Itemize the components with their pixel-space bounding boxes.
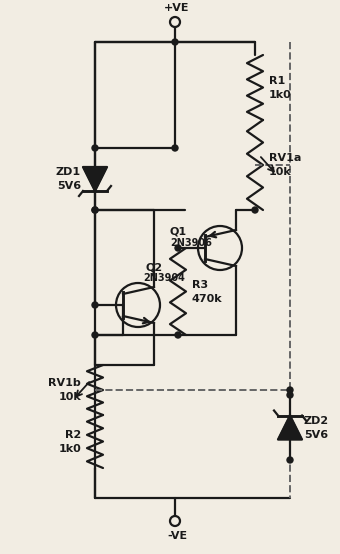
Text: 10k: 10k <box>58 392 81 402</box>
Polygon shape <box>83 167 107 191</box>
Text: R1: R1 <box>269 75 285 85</box>
Circle shape <box>92 207 98 213</box>
Text: 1k0: 1k0 <box>269 90 292 100</box>
Circle shape <box>92 332 98 338</box>
Circle shape <box>175 332 181 338</box>
Circle shape <box>172 39 178 45</box>
Circle shape <box>252 207 258 213</box>
Text: R2: R2 <box>65 429 81 439</box>
Circle shape <box>287 392 293 398</box>
Circle shape <box>287 457 293 463</box>
Text: R3: R3 <box>192 280 208 290</box>
Text: Q2: Q2 <box>146 262 163 272</box>
Text: 2N3904: 2N3904 <box>143 273 185 283</box>
Circle shape <box>287 387 293 393</box>
Circle shape <box>92 207 98 213</box>
Text: 10k: 10k <box>269 167 292 177</box>
Text: 5V6: 5V6 <box>57 181 81 191</box>
Circle shape <box>172 145 178 151</box>
Text: 470k: 470k <box>192 294 223 304</box>
Text: 1k0: 1k0 <box>58 444 81 454</box>
Text: -VE: -VE <box>167 531 187 541</box>
Text: ZD1: ZD1 <box>56 167 81 177</box>
Text: RV1a: RV1a <box>269 153 301 163</box>
Circle shape <box>175 245 181 251</box>
Text: RV1b: RV1b <box>48 378 81 388</box>
Text: Q1: Q1 <box>170 227 187 237</box>
Text: +VE: +VE <box>164 3 190 13</box>
Circle shape <box>92 145 98 151</box>
Polygon shape <box>278 416 302 439</box>
Text: 5V6: 5V6 <box>304 429 328 439</box>
Text: ZD2: ZD2 <box>304 416 329 425</box>
Circle shape <box>92 302 98 308</box>
Text: 2N3906: 2N3906 <box>170 238 212 248</box>
